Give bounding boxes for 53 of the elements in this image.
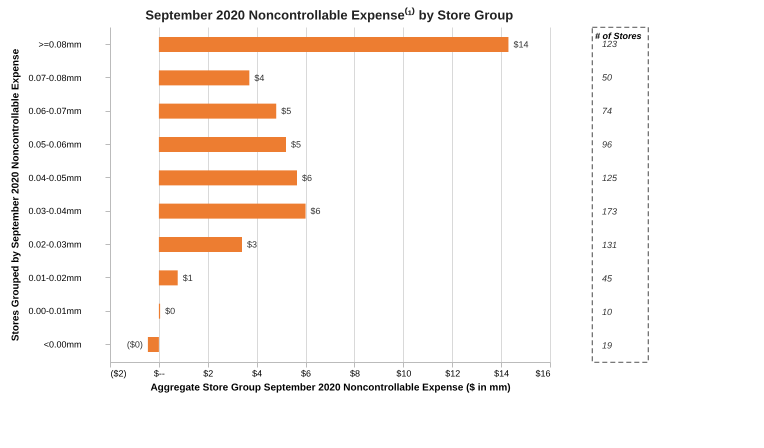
x-tick-label: $--	[154, 368, 165, 378]
data-label: $6	[310, 206, 321, 216]
bar	[158, 137, 286, 152]
x-tick-label: $16	[535, 368, 550, 378]
x-tick-label: $2	[203, 368, 214, 378]
data-label: $6	[302, 172, 312, 183]
text: 125	[602, 172, 618, 183]
y-tick-label: 0.01-0.02mm	[28, 272, 82, 283]
y-tick-label: 0.02-0.03mm	[28, 240, 82, 250]
y-tick-label: >=0.08mm	[38, 40, 82, 50]
bar	[158, 270, 178, 286]
x-tick-label: $12	[445, 368, 460, 378]
data-label: $5	[281, 106, 292, 116]
text: 74	[602, 106, 612, 116]
data-label: $1	[182, 272, 193, 283]
y-tick-label: 0.06-0.07mm	[28, 106, 82, 116]
x-tick-label: $10	[396, 368, 412, 378]
x-tick-label: $6	[301, 368, 312, 378]
bar	[158, 170, 297, 186]
text: 45	[602, 273, 614, 284]
x-tick-label: $14	[494, 368, 510, 378]
data-label: $3	[247, 240, 258, 250]
x-axis-title: Aggregate Store Group September 2020 Noncontrollable Expense ($ in mm)	[150, 382, 511, 394]
data-label: $0	[165, 306, 176, 316]
x-tick-label: $8	[350, 368, 360, 378]
y-tick-label: 0.04-0.05mm	[28, 172, 82, 183]
y-tick-label: 0.07-0.08mm	[28, 72, 82, 83]
data-label: $4	[254, 72, 264, 83]
text: 10	[602, 306, 612, 317]
chart-title: September 2020 Noncontrollable Expense⁽¹⁾ by Store Group	[145, 6, 514, 22]
text: 96	[602, 139, 612, 150]
y-tick-label: 0.00-0.01mm	[28, 306, 82, 316]
y-tick-label: 0.03-0.04mm	[28, 206, 82, 216]
bar	[148, 337, 159, 352]
text: 123	[602, 38, 618, 49]
bar	[158, 204, 306, 219]
bar	[158, 70, 250, 86]
data-label: $5	[291, 140, 302, 150]
y-tick-label: <0.00mm	[44, 340, 82, 350]
data-label: $14	[513, 40, 528, 50]
data-label: ($0)	[126, 340, 143, 350]
y-axis-title: Stores Grouped by September 2020 Noncontrollable Expense	[10, 48, 22, 342]
y-tick-label: 0.05-0.06mm	[28, 140, 82, 150]
bar	[158, 104, 276, 119]
x-tick-label: $4	[252, 368, 262, 378]
text: 19	[602, 340, 612, 350]
text: 131	[602, 240, 618, 250]
x-tick-label: ($2)	[110, 368, 127, 378]
bar	[158, 237, 242, 252]
text: # of Stores	[595, 31, 642, 41]
text: 50	[602, 72, 612, 82]
bar	[158, 37, 508, 52]
text: 173	[602, 206, 618, 216]
